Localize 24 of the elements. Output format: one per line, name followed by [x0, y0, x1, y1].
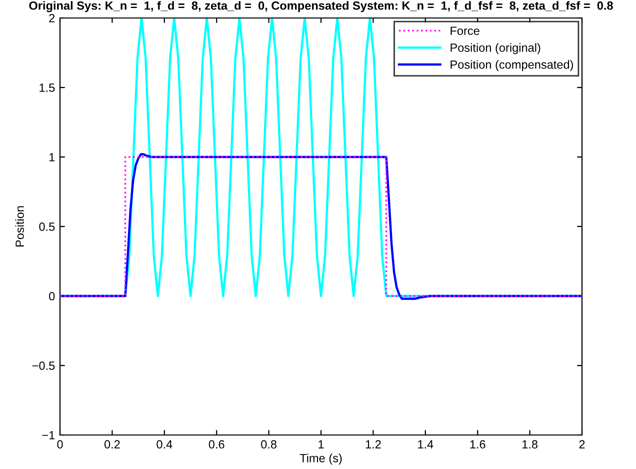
x-tick-label: 0.4 [156, 440, 172, 449]
x-tick-label: 1 [318, 440, 324, 448]
y-tick-label: 1 [49, 153, 55, 162]
y-tick-label: 1.5 [40, 84, 55, 92]
legend-label: Position (compensated) [450, 60, 574, 72]
y-axis-title: Position [15, 206, 24, 247]
y-tick-label: 0.5 [39, 222, 55, 231]
x-tick-label: 1.6 [470, 440, 486, 449]
y-tick-label: 0 [49, 292, 55, 300]
x-tick-label: 2 [579, 440, 585, 448]
x-tick-label: 1.8 [522, 440, 538, 449]
x-tick-label: 0.2 [104, 440, 120, 449]
x-tick-label: 0.6 [208, 440, 224, 449]
legend-label: Position (original) [450, 43, 540, 54]
y-tick-label: −0.5 [32, 362, 55, 370]
y-tick-label: 2 [49, 14, 55, 22]
legend-label: Force [450, 26, 480, 35]
x-tick-label: 1.2 [366, 440, 381, 448]
x-tick-label: 0 [57, 440, 63, 449]
chart-title: Original Sys: K_n = 1, f_d = 8, zeta_d = 0, Compensated System: K_n = 1, f_d_fsf = 8, zeta_d_fsf = 0.8 [29, 1, 613, 12]
x-tick-label: 0.8 [261, 440, 276, 449]
x-axis-title: Time (s) [300, 454, 342, 465]
y-tick-label: −1 [42, 431, 55, 440]
x-tick-label: 1.4 [418, 440, 434, 448]
